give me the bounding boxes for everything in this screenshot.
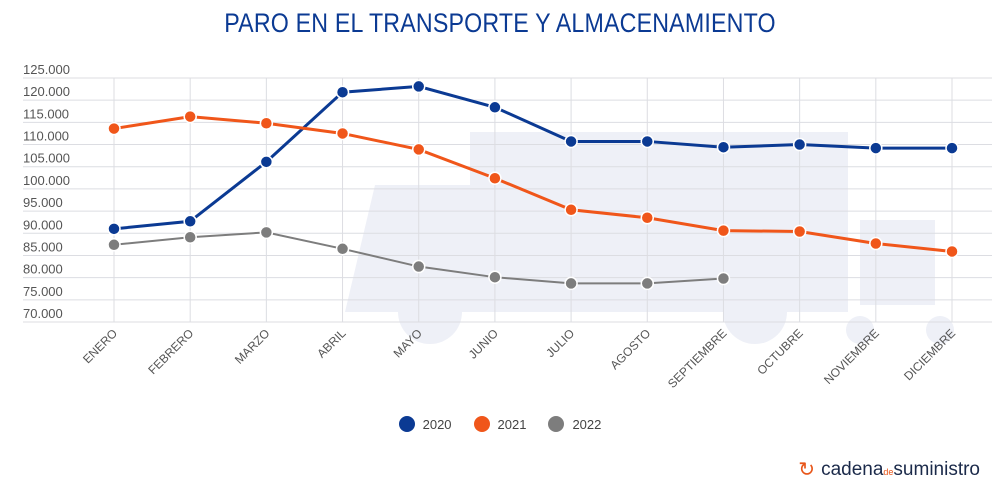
logo-icon: ↻ — [798, 459, 816, 481]
y-tick-label: 85.000 — [23, 239, 63, 254]
data-point-2020 — [945, 141, 959, 155]
x-tick-label: AGOSTO — [607, 326, 653, 372]
data-point-2022 — [107, 238, 121, 252]
legend-item-2022[interactable]: 2022 — [548, 416, 601, 432]
data-point-2022 — [335, 242, 350, 256]
logo-text-de: de — [883, 466, 894, 477]
legend-item-2021[interactable]: 2021 — [473, 416, 527, 432]
y-tick-label: 100.000 — [23, 173, 70, 188]
data-point-2021 — [259, 116, 274, 131]
y-tick-label: 80.000 — [23, 262, 63, 277]
y-tick-label: 75.000 — [23, 284, 63, 299]
y-tick-label: 120.000 — [23, 84, 70, 99]
legend-label: 2022 — [572, 416, 602, 432]
data-point-2020 — [107, 222, 121, 236]
data-point-2020 — [335, 85, 350, 99]
data-point-2020 — [640, 134, 655, 149]
watermark-truck — [345, 132, 954, 344]
data-point-2021 — [640, 210, 655, 225]
data-point-2020 — [716, 140, 731, 154]
y-tick-label: 105.000 — [23, 151, 70, 166]
data-point-2021 — [183, 109, 197, 124]
data-point-2022 — [640, 276, 655, 291]
data-point-2022 — [259, 225, 274, 240]
legend-marker — [548, 416, 565, 432]
data-point-2022 — [564, 276, 578, 291]
legend-item-2020[interactable]: 2020 — [398, 416, 452, 432]
chart-title: PARO EN EL TRANSPORTE Y ALMACENAMIENTO — [224, 8, 776, 38]
x-tick-label: ENERO — [80, 326, 120, 366]
data-point-2022 — [183, 230, 197, 245]
data-point-2020 — [869, 141, 883, 155]
y-tick-label: 115.000 — [23, 106, 69, 121]
legend-label: 2021 — [497, 416, 527, 432]
series-line-2021 — [113, 115, 953, 253]
data-point-2022 — [411, 259, 426, 274]
legend-marker — [398, 416, 415, 432]
data-point-2021 — [945, 244, 959, 259]
x-tick-label: JULIO — [543, 326, 577, 360]
legend-label: 2020 — [422, 416, 452, 432]
x-tick-label: ABRIL — [314, 326, 349, 361]
legend: 2020 2021 2022 — [0, 416, 1000, 432]
data-point-2020 — [792, 137, 807, 152]
data-point-2020 — [183, 214, 197, 229]
x-tick-label: MARZO — [232, 326, 273, 367]
data-point-2022 — [716, 271, 731, 286]
data-point-2020 — [259, 155, 274, 169]
data-point-2021 — [411, 142, 426, 157]
series-line-2020 — [113, 84, 952, 231]
logo-text: cadena — [821, 458, 884, 480]
data-point-2021 — [792, 224, 807, 239]
y-tick-label: 125.000 — [23, 62, 70, 77]
data-point-2022 — [488, 270, 502, 284]
x-tick-label: JUNIO — [466, 326, 501, 361]
data-point-2020 — [411, 79, 426, 94]
y-tick-label: 110.000 — [23, 129, 69, 144]
brand-logo: ↻ cadenadesuministro — [798, 457, 980, 482]
y-tick-label: 90.000 — [23, 217, 63, 232]
data-point-2021 — [335, 126, 350, 141]
x-tick-label: SEPTIEMBRE — [665, 326, 730, 391]
data-point-2021 — [107, 121, 121, 136]
x-tick-label: FEBRERO — [145, 326, 196, 377]
data-point-2021 — [716, 223, 731, 238]
line-chart: 125.000 120.000 115.000 110.000 105.000 100.0… — [23, 62, 992, 391]
data-point-2021 — [869, 236, 883, 251]
y-tick-label: 95.000 — [23, 195, 63, 210]
data-point-2021 — [564, 203, 578, 217]
y-tick-label: 70.000 — [23, 306, 63, 321]
data-point-2021 — [488, 171, 502, 186]
data-point-2020 — [488, 100, 502, 115]
legend-marker — [473, 416, 490, 432]
logo-text-suministro: suministro — [893, 458, 980, 480]
data-point-2020 — [564, 134, 578, 149]
